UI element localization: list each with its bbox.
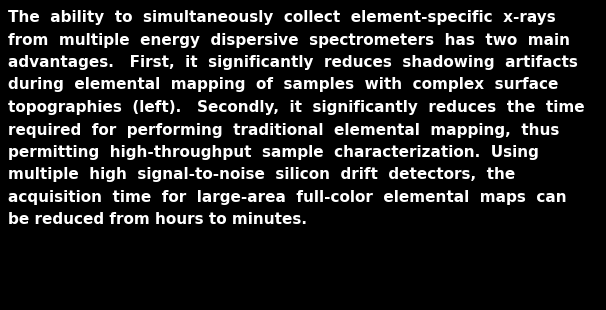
Text: The  ability  to  simultaneously  collect  element-specific  x-rays: The ability to simultaneously collect el… bbox=[8, 10, 556, 25]
Text: be reduced from hours to minutes.: be reduced from hours to minutes. bbox=[8, 212, 307, 228]
Text: advantages.   First,  it  significantly  reduces  shadowing  artifacts: advantages. First, it significantly redu… bbox=[8, 55, 578, 70]
Text: required  for  performing  traditional  elemental  mapping,  thus: required for performing traditional elem… bbox=[8, 122, 559, 138]
Text: permitting  high-throughput  sample  characterization.  Using: permitting high-throughput sample charac… bbox=[8, 145, 539, 160]
Text: acquisition  time  for  large-area  full-color  elemental  maps  can: acquisition time for large-area full-col… bbox=[8, 190, 567, 205]
Text: during  elemental  mapping  of  samples  with  complex  surface: during elemental mapping of samples with… bbox=[8, 78, 558, 92]
Text: topographies  (left).   Secondly,  it  significantly  reduces  the  time: topographies (left). Secondly, it signif… bbox=[8, 100, 585, 115]
Text: from  multiple  energy  dispersive  spectrometers  has  two  main: from multiple energy dispersive spectrom… bbox=[8, 33, 570, 47]
Text: multiple  high  signal-to-noise  silicon  drift  detectors,  the: multiple high signal-to-noise silicon dr… bbox=[8, 167, 515, 183]
